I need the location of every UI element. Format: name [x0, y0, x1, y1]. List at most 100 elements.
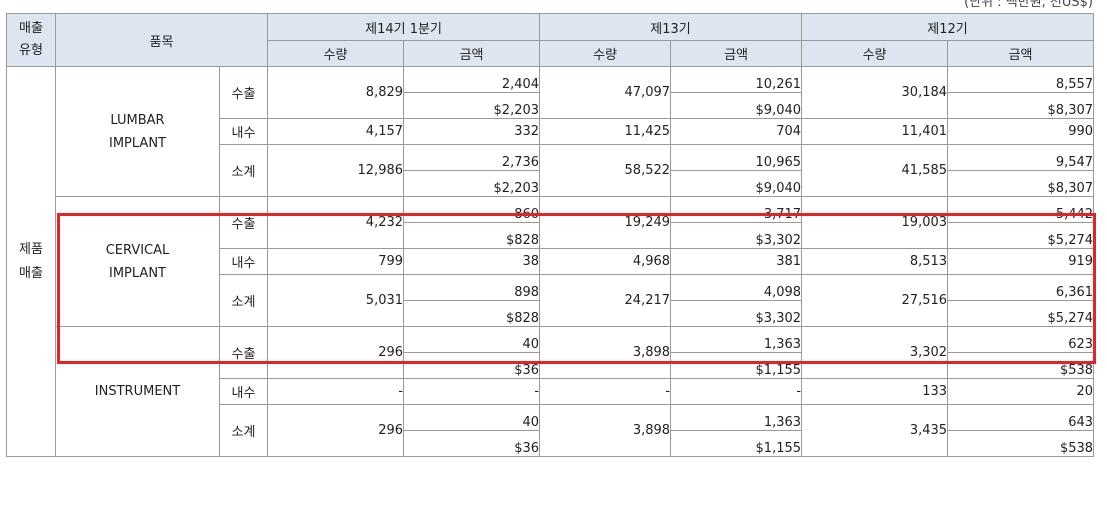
header-sales-type: 매출 유형	[6, 13, 56, 67]
amount-krw-cell: 10,965	[670, 144, 803, 171]
header-amount: 금액	[403, 40, 541, 67]
header-period-13: 제13기	[539, 13, 803, 41]
amount-krw-cell: 1,363	[670, 326, 803, 353]
qty-cell: 41,585	[801, 144, 949, 197]
product-name-cell: INSTRUMENT	[55, 326, 220, 457]
qty-cell: 5,031	[267, 274, 405, 327]
header-amount: 금액	[670, 40, 803, 67]
amount-krw-cell: 990	[947, 118, 1095, 145]
table-row: 소계 12,986 2,736 58,522 10,965 41,585 9,547	[7, 144, 1095, 197]
qty-cell: 133	[801, 378, 949, 405]
header-amount: 금액	[947, 40, 1095, 67]
amount-usd-cell: $9,040	[670, 170, 803, 197]
row-label: 내수	[218, 378, 269, 405]
amount-usd-cell: $9,040	[670, 92, 803, 119]
amount-krw-cell: 40	[403, 326, 541, 353]
table-row: $828 $3,302 $5,274	[7, 300, 1095, 327]
qty-cell: 3,898	[539, 404, 672, 457]
amount-usd-cell: $36	[403, 352, 541, 379]
header-qty: 수량	[267, 40, 405, 67]
amount-usd-cell: $1,155	[670, 430, 803, 457]
header-item: 품목	[54, 13, 269, 67]
table-row: CERVICAL IMPLANT 수출 4,232 860 19,249 3,717 19,…	[7, 196, 1095, 327]
row-label: 수출	[218, 326, 269, 379]
amount-krw-cell: 919	[947, 248, 1095, 275]
table-row: 소계 296 40 3,898 1,363 3,435 643	[7, 404, 1095, 457]
product-name-cell: LUMBAR IMPLANT	[55, 66, 220, 197]
qty-cell: 8,829	[267, 66, 405, 119]
table-row: $2,203 $9,040 $8,307	[7, 170, 1095, 197]
amount-krw-cell: -	[670, 378, 803, 405]
qty-cell: 799	[267, 248, 405, 275]
amount-usd-cell: $2,203	[403, 92, 541, 119]
qty-cell: 19,249	[539, 196, 672, 249]
row-label: 소계	[218, 404, 269, 457]
qty-cell: 296	[267, 404, 405, 457]
amount-usd-cell: $828	[403, 222, 541, 249]
qty-cell: 11,425	[539, 118, 672, 145]
product-name-cell: CERVICAL IMPLANT	[55, 196, 220, 327]
table-row: $828 $3,302 $5,274	[7, 222, 1095, 249]
qty-cell: 24,217	[539, 274, 672, 327]
amount-usd-cell: $5,274	[947, 222, 1095, 249]
amount-krw-cell: 9,547	[947, 144, 1095, 171]
amount-krw-cell: 1,363	[670, 404, 803, 431]
amount-krw-cell: 860	[403, 196, 541, 223]
qty-cell: 3,898	[539, 326, 672, 379]
qty-cell: 27,516	[801, 274, 949, 327]
row-label: 소계	[218, 274, 269, 327]
header-period-12: 제12기	[801, 13, 1095, 41]
row-label: 내수	[218, 118, 269, 145]
amount-usd-cell: $828	[403, 300, 541, 327]
amount-krw-cell: 6,361	[947, 274, 1095, 301]
amount-usd-cell: $36	[403, 430, 541, 457]
amount-usd-cell: $538	[947, 430, 1095, 457]
amount-krw-cell: 898	[403, 274, 541, 301]
qty-cell: 19,003	[801, 196, 949, 249]
amount-krw-cell: 3,717	[670, 196, 803, 223]
unit-note: (단위 : 백만원, 천US$)	[964, 0, 1093, 10]
table-body: 제품 매출 LUMBAR IMPLANT 수출 8,829 2,404 47,097 10,…	[6, 66, 1095, 457]
qty-cell: 4,968	[539, 248, 672, 275]
qty-cell: 4,232	[267, 196, 405, 249]
amount-usd-cell: $2,203	[403, 170, 541, 197]
table-row: 소계 5,031 898 24,217 4,098 27,516 6,361	[7, 274, 1095, 327]
table-header: 매출 유형 품목 제14기 1분기 제13기 제12기 수량 금액 수량 금액 …	[6, 13, 1095, 67]
table-row: 제품 매출 LUMBAR IMPLANT 수출 8,829 2,404 47,097 10,…	[6, 66, 1095, 457]
amount-krw-cell: 2,736	[403, 144, 541, 171]
sales-table: 매출 유형 품목 제14기 1분기 제13기 제12기 수량 금액 수량 금액 …	[6, 13, 1095, 457]
amount-krw-cell: 704	[670, 118, 803, 145]
qty-cell: -	[267, 378, 405, 405]
table-row: 내수 4,157 332 11,425 704 11,401 990	[7, 118, 1095, 145]
qty-cell: -	[539, 378, 672, 405]
qty-cell: 11,401	[801, 118, 949, 145]
table-row: 내수 - - - -133 20	[7, 378, 1095, 405]
table-row: $2,203 $9,040 $8,307	[7, 92, 1095, 119]
amount-krw-cell: 20	[947, 378, 1095, 405]
row-label: 수출	[218, 66, 269, 119]
qty-cell: 8,513	[801, 248, 949, 275]
qty-cell: 3,302	[801, 326, 949, 379]
amount-krw-cell: 623	[947, 326, 1095, 353]
row-label: 수출	[218, 196, 269, 249]
qty-cell: 296	[267, 326, 405, 379]
amount-krw-cell: 332	[403, 118, 541, 145]
header-qty: 수량	[801, 40, 949, 67]
amount-usd-cell: $3,302	[670, 222, 803, 249]
qty-cell: 3,435	[801, 404, 949, 457]
header-qty: 수량	[539, 40, 672, 67]
amount-krw-cell: 40	[403, 404, 541, 431]
qty-cell: 30,184	[801, 66, 949, 119]
amount-krw-cell: 381	[670, 248, 803, 275]
amount-krw-cell: 8,557	[947, 66, 1095, 93]
amount-krw-cell: 5,442	[947, 196, 1095, 223]
row-label: 소계	[218, 144, 269, 197]
amount-usd-cell: $5,274	[947, 300, 1095, 327]
amount-krw-cell: -	[403, 378, 541, 405]
amount-usd-cell: $538	[947, 352, 1095, 379]
amount-usd-cell: $3,302	[670, 300, 803, 327]
amount-krw-cell: 643	[947, 404, 1095, 431]
qty-cell: 47,097	[539, 66, 672, 119]
qty-cell: 4,157	[267, 118, 405, 145]
amount-krw-cell: 38	[403, 248, 541, 275]
